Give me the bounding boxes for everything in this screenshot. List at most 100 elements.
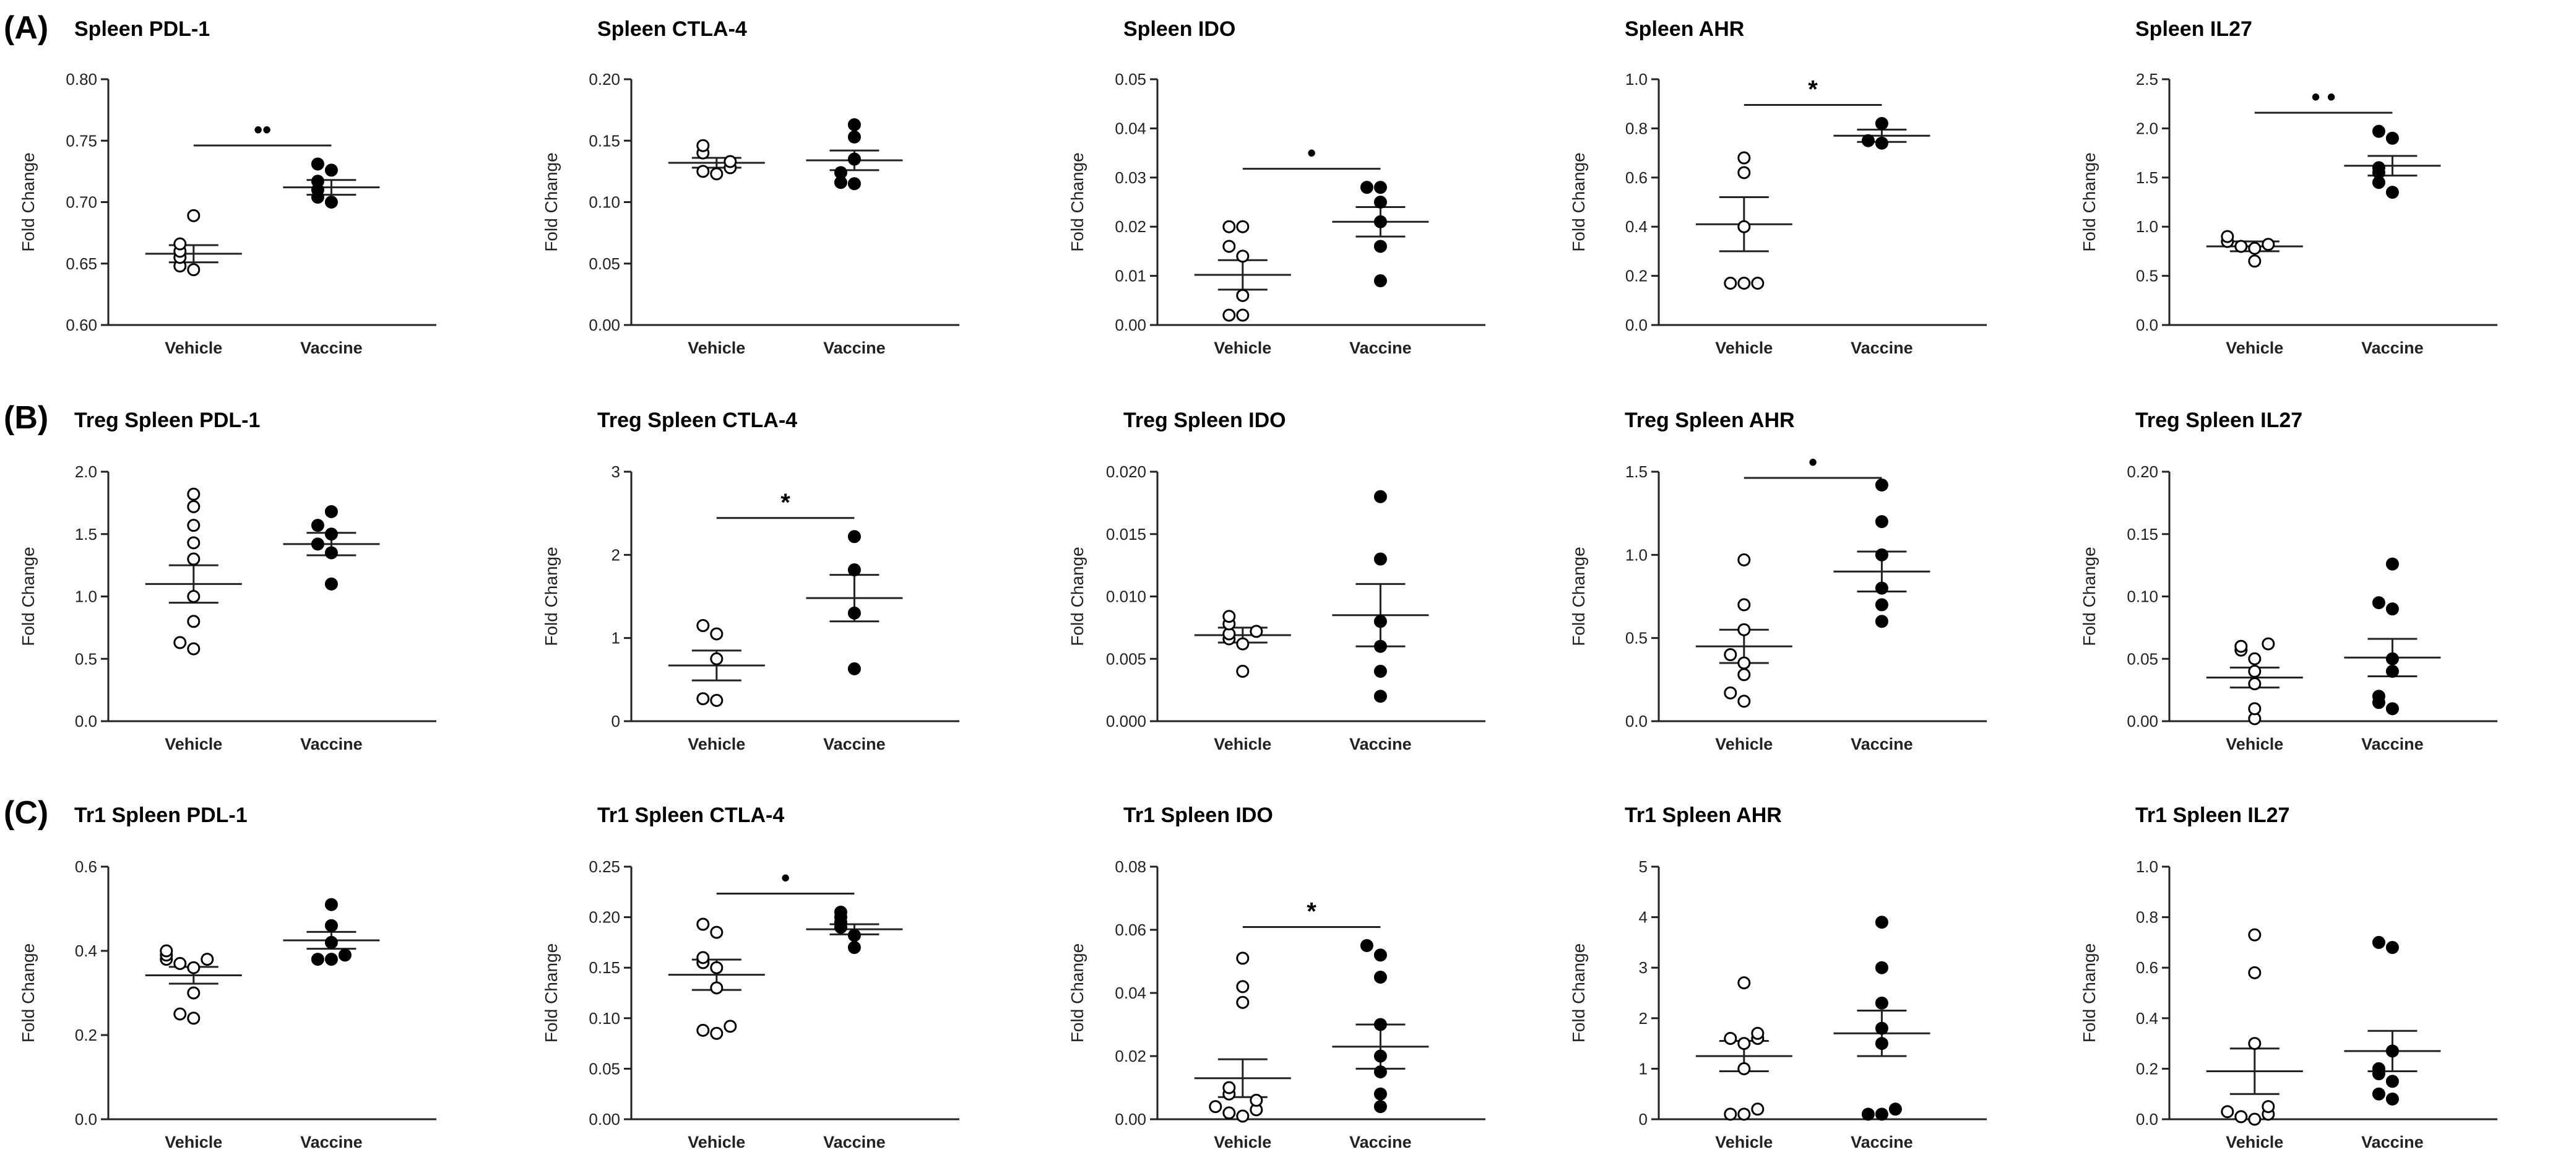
data-point-filled <box>847 662 861 675</box>
data-point-open <box>2248 241 2262 255</box>
y-tick-label: 0.00 <box>1115 316 1146 334</box>
data-point-filled <box>2385 652 2399 665</box>
data-point-filled <box>1373 1018 1387 1031</box>
x-category-label: Vaccine <box>823 339 886 357</box>
y-tick-label: 1 <box>612 629 620 648</box>
chart-9: Treg Spleen AHR 0.0 0.5 1.0 1.5 Fold Change Ve… <box>1569 409 1987 753</box>
data-point-open <box>1737 598 1751 612</box>
data-point-filled <box>1373 971 1387 984</box>
data-point-open <box>1236 995 1250 1009</box>
data-point-open <box>187 615 201 628</box>
y-tick-label: 3 <box>1639 958 1648 977</box>
chart-13: Tr1 Spleen IDO 0.00 0.02 0.04 0.06 0.08 Fold C… <box>1068 804 1485 1151</box>
data-point-open <box>1724 277 1737 290</box>
data-point-open <box>2234 1110 2248 1124</box>
y-tick-label: 0.015 <box>1106 525 1146 544</box>
data-point-filled <box>2385 131 2399 145</box>
data-point-open <box>1751 1026 1765 1040</box>
data-point-open <box>187 500 201 513</box>
y-tick-label: 0.0 <box>75 712 97 730</box>
data-point-filled <box>324 546 338 560</box>
data-point-filled <box>1373 690 1387 703</box>
data-point-filled <box>1875 1021 1888 1035</box>
data-point-open <box>1737 277 1751 290</box>
x-category-label: Vaccine <box>300 339 363 357</box>
data-point-filled <box>1373 1065 1387 1078</box>
data-point-filled <box>1875 996 1888 1010</box>
x-category-label: Vaccine <box>300 1133 363 1151</box>
x-category-label: Vaccine <box>1851 735 1913 753</box>
y-tick-label: 0.5 <box>75 649 97 668</box>
data-point-filled <box>1373 664 1387 678</box>
data-point-filled <box>2385 1044 2399 1058</box>
y-tick-label: 0.005 <box>1106 649 1146 668</box>
data-point-filled <box>324 935 338 949</box>
data-point-filled <box>847 130 861 144</box>
data-point-open <box>1236 220 1250 233</box>
data-point-open <box>187 1012 201 1025</box>
chart-title: Spleen IDO <box>1123 17 1235 41</box>
y-tick-label: 2.0 <box>2136 119 2158 137</box>
y-tick-label: 1 <box>1639 1059 1648 1078</box>
data-point-filled <box>1861 134 1875 147</box>
y-tick-label: 0.05 <box>2127 649 2158 668</box>
x-category-label: Vehicle <box>1715 339 1773 357</box>
y-tick-label: 0.10 <box>589 1009 620 1028</box>
data-point-filled <box>2372 124 2385 138</box>
y-tick-label: 0.2 <box>2136 1059 2158 1078</box>
data-point-open <box>1236 980 1250 994</box>
y-tick-label: 0.010 <box>1106 587 1146 606</box>
data-point-open <box>1222 610 1236 623</box>
chart-title: Spleen CTLA-4 <box>597 17 747 41</box>
data-point-filled <box>1875 478 1888 492</box>
y-tick-label: 1.0 <box>1625 70 1648 89</box>
data-point-open <box>2248 966 2262 979</box>
chart-14: Tr1 Spleen AHR 0 1 2 3 4 5 Fold Change Vehicle Va… <box>1569 804 1987 1151</box>
x-category-label: Vaccine <box>1349 1133 1412 1151</box>
y-tick-label: 0.04 <box>1115 119 1146 137</box>
data-point-filled <box>1875 581 1888 595</box>
y-tick-label: 0.0 <box>1625 316 1648 334</box>
data-point-filled <box>324 953 338 966</box>
data-point-filled <box>2385 941 2399 955</box>
chart-title: Treg Spleen IDO <box>1123 409 1286 432</box>
data-point-open <box>724 1020 737 1033</box>
chart-title: Tr1 Spleen IDO <box>1123 804 1273 827</box>
data-point-filled <box>847 941 861 955</box>
data-point-filled <box>2385 1075 2399 1088</box>
x-category-label: Vehicle <box>688 735 745 753</box>
x-category-label: Vehicle <box>165 339 222 357</box>
data-point-filled <box>1373 615 1387 628</box>
significance-marker: * <box>1808 76 1818 103</box>
data-point-open <box>696 165 710 178</box>
x-category-label: Vehicle <box>2226 735 2283 753</box>
data-point-open <box>2248 254 2262 268</box>
chart-10: Treg Spleen IL27 0.00 0.05 0.10 0.15 0.20 Fold… <box>2080 409 2497 753</box>
y-axis-label: Fold Change <box>19 547 38 646</box>
y-tick-label: 0.05 <box>589 1059 620 1078</box>
data-point-open <box>710 981 724 995</box>
x-category-label: Vaccine <box>1349 339 1412 357</box>
y-axis-label: Fold Change <box>1569 547 1588 646</box>
y-tick-label: 0.03 <box>1115 168 1146 187</box>
data-point-filled <box>2372 1062 2385 1075</box>
y-tick-label: 0.15 <box>589 958 620 977</box>
data-point-filled <box>847 118 861 131</box>
data-point-open <box>1724 648 1737 662</box>
data-point-filled <box>1875 961 1888 974</box>
chart-7: Treg Spleen CTLA-4 0 1 2 3 Fold Change Vehicle… <box>542 409 959 753</box>
x-category-label: Vaccine <box>1851 1133 1913 1151</box>
y-tick-label: 0.4 <box>2136 1009 2158 1028</box>
x-category-label: Vehicle <box>1214 1133 1271 1151</box>
data-point-open <box>1751 1103 1765 1116</box>
y-tick-label: 0.65 <box>66 254 97 273</box>
y-tick-label: 0.60 <box>66 316 97 334</box>
data-point-open <box>2248 664 2262 678</box>
y-tick-label: 0.75 <box>66 131 97 150</box>
data-point-open <box>696 139 710 152</box>
y-tick-label: 0.70 <box>66 193 97 212</box>
chart-6: Treg Spleen PDL-1 0.0 0.5 1.0 1.5 2.0 Fold Cha… <box>19 409 436 753</box>
data-point-filled <box>1373 948 1387 962</box>
data-point-open <box>1737 151 1751 165</box>
